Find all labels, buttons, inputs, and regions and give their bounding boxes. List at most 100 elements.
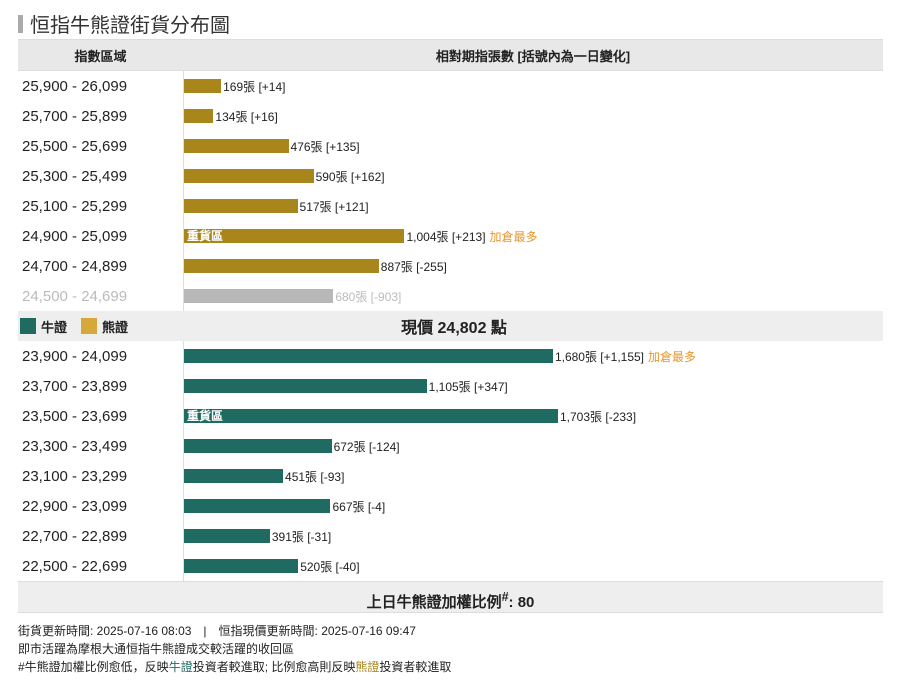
bar-cell: 134張 [+16] — [183, 101, 883, 131]
bull-swatch — [20, 318, 36, 334]
bar-cell: 391張 [-31] — [183, 521, 883, 551]
bar — [184, 79, 222, 93]
table-row: 25,500 - 25,699 476張 [+135] — [18, 131, 883, 161]
bull-rows: 23,900 - 24,099 1,680張 [+1,155] 加倉最多 23,… — [18, 341, 883, 581]
bar-value-label: 520張 [-40] — [300, 559, 360, 574]
bar — [184, 379, 427, 393]
most-added-label: 加倉最多 — [648, 349, 697, 364]
note-part: 投資者較進取; 比例愈高則反映 — [192, 660, 356, 674]
page-title: 恒指牛熊證街貨分布圖 — [18, 9, 230, 38]
title-marker — [18, 14, 23, 33]
table-row: 24,900 - 25,099 重貨區 1,004張 [+213] 加倉最多 — [18, 221, 883, 251]
ratio-label: 上日牛熊證加權比例 — [366, 594, 502, 611]
range-label: 22,700 - 22,899 — [22, 527, 128, 545]
bar — [184, 559, 299, 573]
table-row: 22,700 - 22,899 391張 [-31] — [18, 521, 883, 551]
bar-value-label: 680張 [-903] — [335, 289, 402, 304]
range-label: 23,100 - 23,299 — [22, 467, 128, 485]
header-count: 相對期指張數 [括號內為一日變化] — [435, 48, 631, 64]
range-label: 23,700 - 23,899 — [22, 377, 128, 395]
bar-cell: 重貨區 1,004張 [+213] 加倉最多 — [183, 221, 883, 251]
legend-bull: 牛證 — [41, 319, 68, 335]
bar-cell: 672張 [-124] — [183, 431, 883, 461]
bar — [184, 529, 270, 543]
heavy-zone-label: 重貨區 — [187, 409, 224, 423]
distribution-table: 指數區域 相對期指張數 [括號內為一日變化] 25,900 - 26,099 1… — [18, 39, 883, 613]
bar — [184, 259, 379, 273]
update-times: 街貨更新時間: 2025-07-16 08:03 | 恒指現價更新時間: 202… — [18, 624, 416, 638]
table-row: 25,900 - 26,099 169張 [+14] — [18, 71, 883, 101]
bear-rows: 25,900 - 26,099 169張 [+14] 25,700 - 25,8… — [18, 71, 883, 311]
bar-cell: 590張 [+162] — [183, 161, 883, 191]
bar-value-label: 517張 [+121] — [299, 199, 369, 214]
table-row: 25,100 - 25,299 517張 [+121] — [18, 191, 883, 221]
bar-value-label: 134張 [+16] — [215, 109, 278, 124]
range-label: 24,700 - 24,899 — [22, 257, 128, 275]
bear-swatch — [81, 318, 98, 334]
table-row: 23,900 - 24,099 1,680張 [+1,155] 加倉最多 — [18, 341, 883, 371]
ratio-sup: # — [501, 590, 509, 604]
bar-value-label: 1,004張 [+213] — [406, 229, 486, 244]
bar-value-label: 667張 [-4] — [332, 499, 386, 514]
legend-bear: 熊證 — [102, 319, 129, 335]
note-part: #牛熊證加權比例愈低，反映 — [18, 660, 169, 674]
range-label: 25,500 - 25,699 — [22, 137, 128, 155]
legend: 牛證 熊證 — [18, 317, 185, 336]
note-active: 即市活躍為摩根大通恒指牛熊證成交較活躍的收回區 — [18, 642, 295, 656]
range-label: 24,500 - 24,699 — [22, 287, 128, 305]
bar-value-label: 169張 [+14] — [223, 79, 286, 94]
bar — [184, 439, 332, 453]
bar-cell: 451張 [-93] — [183, 461, 883, 491]
header-range: 指數區域 — [74, 48, 127, 64]
range-label: 23,300 - 23,499 — [22, 437, 128, 455]
table-row: 23,300 - 23,499 672張 [-124] — [18, 431, 883, 461]
range-label: 25,900 - 26,099 — [22, 77, 128, 95]
bar-cell: 169張 [+14] — [183, 71, 883, 101]
bar-value-label: 590張 [+162] — [315, 169, 385, 184]
bar — [184, 139, 289, 153]
title-text: 恒指牛熊證街貨分布圖 — [30, 15, 230, 37]
table-row: 25,700 - 25,899 134張 [+16] — [18, 101, 883, 131]
bar-cell: 680張 [-903] — [183, 281, 883, 311]
current-price-row: 牛證 熊證 現價 24,802 點 — [18, 311, 883, 341]
bar-cell: 重貨區 1,703張 [-233] — [183, 401, 883, 431]
ratio-value: : 80 — [508, 594, 535, 611]
bar-value-label: 391張 [-31] — [271, 529, 332, 544]
bar-value-label: 1,680張 [+1,155] — [554, 349, 645, 364]
table-row: 22,900 - 23,099 667張 [-4] — [18, 491, 883, 521]
bar: 重貨區 — [184, 409, 558, 423]
range-label: 22,500 - 22,699 — [22, 557, 128, 575]
note-bull: 牛證 — [168, 660, 193, 674]
current-price: 現價 24,802 點 — [401, 320, 507, 337]
bar-value-label: 1,703張 [-233] — [560, 409, 637, 424]
table-header: 指數區域 相對期指張數 [括號內為一日變化] — [18, 39, 883, 71]
note-part: 投資者較進取 — [379, 660, 452, 674]
range-label: 25,300 - 25,499 — [22, 167, 128, 185]
bar — [184, 289, 334, 303]
bar-cell: 1,680張 [+1,155] 加倉最多 — [183, 341, 883, 371]
bar-cell: 667張 [-4] — [183, 491, 883, 521]
bar-value-label: 1,105張 [+347] — [428, 379, 508, 394]
bar-cell: 887張 [-255] — [183, 251, 883, 281]
range-label: 24,900 - 25,099 — [22, 227, 128, 245]
weighted-ratio: 上日牛熊證加權比例#: 80 — [18, 581, 883, 613]
bar-cell: 520張 [-40] — [183, 551, 883, 581]
bar: 重貨區 — [184, 229, 405, 243]
table-row: 23,700 - 23,899 1,105張 [+347] — [18, 371, 883, 401]
table-row: 24,500 - 24,699 680張 [-903] — [18, 281, 883, 311]
range-label: 23,500 - 23,699 — [22, 407, 128, 425]
note-ratio: #牛熊證加權比例愈低，反映牛證投資者較進取; 比例愈高則反映熊證投資者較進取 — [18, 658, 451, 676]
bar — [184, 499, 331, 513]
most-added-label: 加倉最多 — [489, 229, 538, 244]
note-bear: 熊證 — [355, 660, 380, 674]
heavy-zone-label: 重貨區 — [187, 229, 224, 243]
table-row: 23,500 - 23,699 重貨區 1,703張 [-233] — [18, 401, 883, 431]
notes: 街貨更新時間: 2025-07-16 08:03 | 恒指現價更新時間: 202… — [18, 622, 451, 676]
bar-value-label: 887張 [-255] — [380, 259, 447, 274]
range-label: 22,900 - 23,099 — [22, 497, 128, 515]
range-label: 23,900 - 24,099 — [22, 347, 128, 365]
table-row: 24,700 - 24,899 887張 [-255] — [18, 251, 883, 281]
bar — [184, 109, 214, 123]
range-label: 25,700 - 25,899 — [22, 107, 128, 125]
bar — [184, 199, 298, 213]
